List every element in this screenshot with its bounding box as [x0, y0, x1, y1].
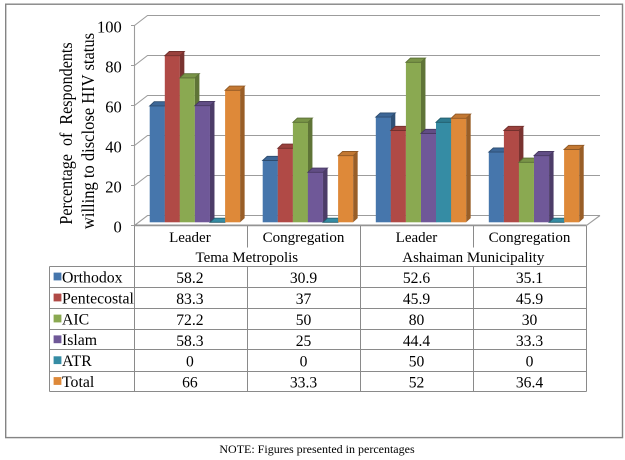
svg-text:37: 37 [296, 291, 312, 308]
svg-text:80: 80 [409, 312, 425, 329]
svg-text:Percentage of Respondents: Percentage of Respondents [56, 42, 76, 224]
svg-text:83.3: 83.3 [176, 291, 203, 308]
svg-text:25: 25 [296, 333, 312, 350]
svg-text:Orthodox: Orthodox [62, 269, 123, 286]
svg-text:Total: Total [62, 374, 95, 391]
svg-text:60: 60 [105, 97, 122, 116]
svg-text:Tema Metropolis: Tema Metropolis [195, 250, 298, 266]
svg-text:0: 0 [114, 217, 122, 236]
svg-text:Leader: Leader [396, 230, 438, 246]
svg-text:30: 30 [522, 312, 538, 329]
svg-text:58.2: 58.2 [176, 270, 203, 287]
svg-text:0: 0 [186, 354, 194, 371]
svg-text:45.9: 45.9 [403, 291, 430, 308]
svg-text:58.3: 58.3 [176, 333, 203, 350]
svg-text:35.1: 35.1 [516, 270, 543, 287]
svg-text:AIC: AIC [62, 311, 89, 328]
svg-text:45.9: 45.9 [516, 291, 543, 308]
svg-text:66: 66 [182, 375, 198, 392]
svg-text:30.9: 30.9 [290, 270, 317, 287]
svg-text:33.3: 33.3 [516, 333, 543, 350]
svg-text:100: 100 [97, 17, 122, 36]
svg-text:50: 50 [409, 354, 425, 371]
svg-text:44.4: 44.4 [403, 333, 430, 350]
svg-text:Leader: Leader [169, 230, 211, 246]
svg-text:Congregation: Congregation [489, 230, 571, 246]
svg-text:80: 80 [105, 57, 122, 76]
svg-text:NOTE: Figures presented in per: NOTE: Figures presented in percentages [219, 442, 415, 456]
svg-text:willing to disclose HIV status: willing to disclose HIV status [79, 33, 99, 229]
svg-text:0: 0 [300, 354, 308, 371]
svg-text:Islam: Islam [62, 332, 98, 349]
svg-text:Congregation: Congregation [263, 230, 345, 246]
svg-text:36.4: 36.4 [516, 375, 543, 392]
svg-text:Ashaiman Municipality: Ashaiman Municipality [402, 250, 545, 266]
svg-text:40: 40 [105, 137, 122, 156]
svg-text:ATR: ATR [62, 353, 92, 370]
svg-text:50: 50 [296, 312, 312, 329]
svg-text:0: 0 [526, 354, 534, 371]
svg-text:33.3: 33.3 [290, 375, 317, 392]
svg-text:Pentecostal: Pentecostal [62, 290, 135, 307]
svg-text:72.2: 72.2 [176, 312, 203, 329]
svg-text:52.6: 52.6 [403, 270, 430, 287]
svg-text:52: 52 [409, 375, 425, 392]
svg-text:20: 20 [105, 177, 122, 196]
